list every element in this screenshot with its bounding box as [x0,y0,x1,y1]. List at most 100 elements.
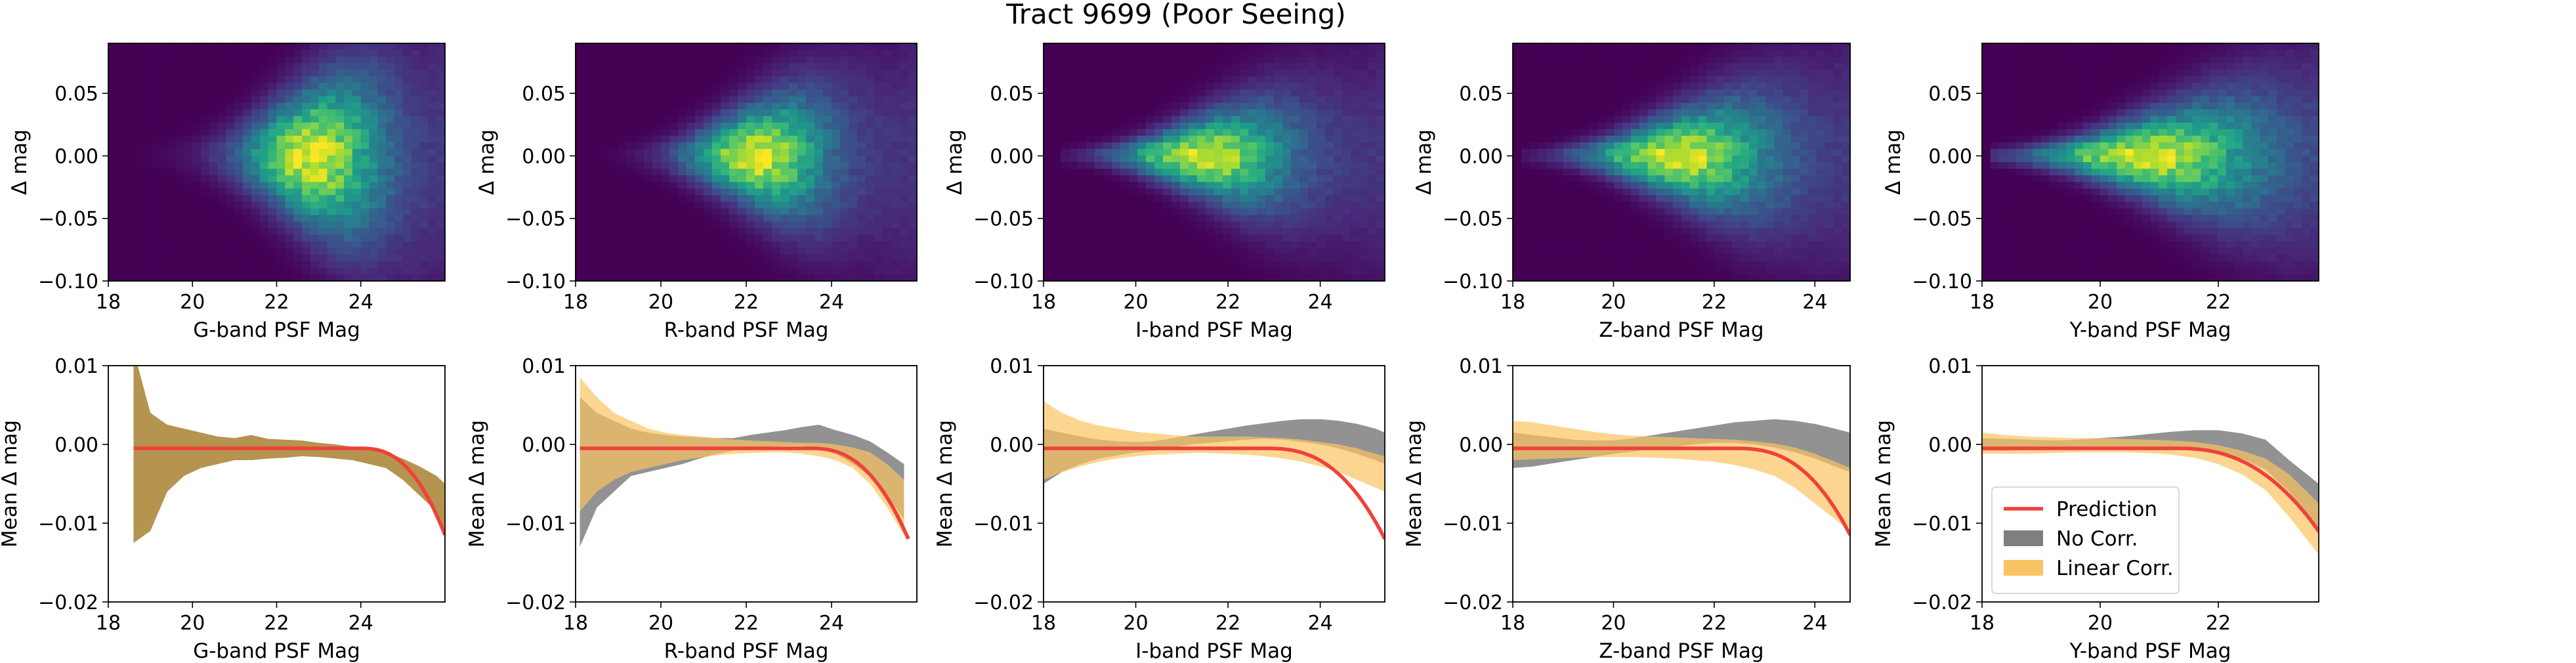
heatmap-cell [669,63,679,70]
heatmap-cell [1368,202,1377,209]
heatmap-cell [310,122,320,130]
heatmap-cell [704,50,713,57]
heatmap-cell [704,109,713,117]
heatmap-cell [419,182,429,189]
heatmap-cell [857,76,866,83]
heatmap-cell [1069,221,1078,229]
heatmap-cell [823,109,832,117]
heatmap-cell [1189,70,1198,77]
heatmap-cell [1069,261,1078,268]
heatmap-cell [823,208,832,216]
heatmap-cell [584,50,593,57]
heatmap-cell [661,228,670,236]
heatmap-cell [1052,241,1061,249]
heatmap-cell [1376,135,1385,143]
heatmap-cell [344,63,353,70]
y-tick-label: −0.10 [505,270,566,293]
heatmap-cell [789,43,798,51]
heatmap-cell [857,148,866,156]
heatmap-cell [310,221,320,229]
heatmap-cell [125,169,135,176]
heatmap-cell [1359,202,1368,209]
heatmap-cell [133,188,142,196]
heatmap-cell [360,109,370,117]
heatmap-cell [576,274,585,281]
heatmap-cell [344,215,353,223]
heatmap-cell [1563,116,1573,123]
heatmap-cell [661,96,670,104]
heatmap-cell [1351,202,1360,209]
heatmap-cell [891,83,900,90]
heatmap-cell [1103,129,1112,137]
heatmap-cell [883,188,892,196]
heatmap-cell [746,267,755,275]
heatmap-cell [1571,169,1581,176]
heatmap-cell [627,148,636,156]
heatmap-cell [1103,175,1112,182]
heatmap-cell [1206,267,1215,275]
heatmap-cell [1146,208,1155,216]
heatmap-cell [1647,50,1657,57]
heatmap-cell [1120,247,1130,255]
heatmap-cell [192,96,201,104]
heatmap-cell [832,50,841,57]
heatmap-cell [780,195,790,202]
heatmap-cell [344,142,353,150]
heatmap-cell [1359,169,1368,176]
heatmap-cell [1325,102,1334,110]
heatmap-cell [1513,142,1522,150]
heatmap-cell [402,89,412,97]
heatmap-cell [335,129,345,137]
heatmap-cell [310,142,320,150]
heatmap-cell [1546,135,1555,143]
heatmap-cell [268,102,278,110]
heatmap-cell [1154,102,1164,110]
heatmap-cell [150,195,159,202]
heatmap-cell [618,96,627,104]
heatmap-cell [1291,215,1300,223]
heatmap-cell [318,43,328,51]
heatmap-cell [814,83,824,90]
heatmap-cell [1197,70,1206,77]
heatmap-cell [1129,175,1138,182]
heatmap-cell [1538,202,1547,209]
heatmap-cell [618,50,627,57]
heatmap-cell [116,221,126,229]
heatmap-cell [125,148,135,156]
heatmap-cell [1240,63,1249,70]
heatmap-cell [1180,96,1189,104]
heatmap-cell [883,267,892,275]
heatmap-cell [1580,215,1590,223]
heatmap-cell [285,148,294,156]
heatmap-cell [243,109,252,117]
heatmap-cell [712,155,721,163]
heatmap-cell [1334,274,1343,281]
heatmap-cell [1351,247,1360,255]
heatmap-cell [610,195,619,202]
heatmap-cell [1647,129,1657,137]
heatmap-cell [1265,182,1275,189]
heatmap-cell [1605,274,1615,281]
heatmap-cell [840,261,849,268]
heatmap-cells [1513,43,1850,281]
heatmap-cell [840,267,849,275]
heatmap-cell [1197,142,1206,150]
heatmap-cell [1538,96,1547,104]
heatmap-cell [217,182,227,189]
heatmap-cell [184,254,193,262]
heatmap-cell [1368,56,1377,64]
heatmap-cell [150,228,159,236]
heatmap-cell [1061,96,1070,104]
heatmap-cell [1622,241,1632,249]
heatmap-cell [251,43,261,51]
heatmap-cell [360,135,370,143]
heatmap-cell [1197,254,1206,262]
heatmap-cell [669,241,679,249]
heatmap-cell [1274,261,1283,268]
heatmap-cell [1095,221,1104,229]
heatmap-cell [576,109,585,117]
heatmap-cell [1265,208,1275,216]
heatmap-cell [268,155,278,163]
heatmap-cell [1069,43,1078,51]
heatmap-cell [738,63,747,70]
